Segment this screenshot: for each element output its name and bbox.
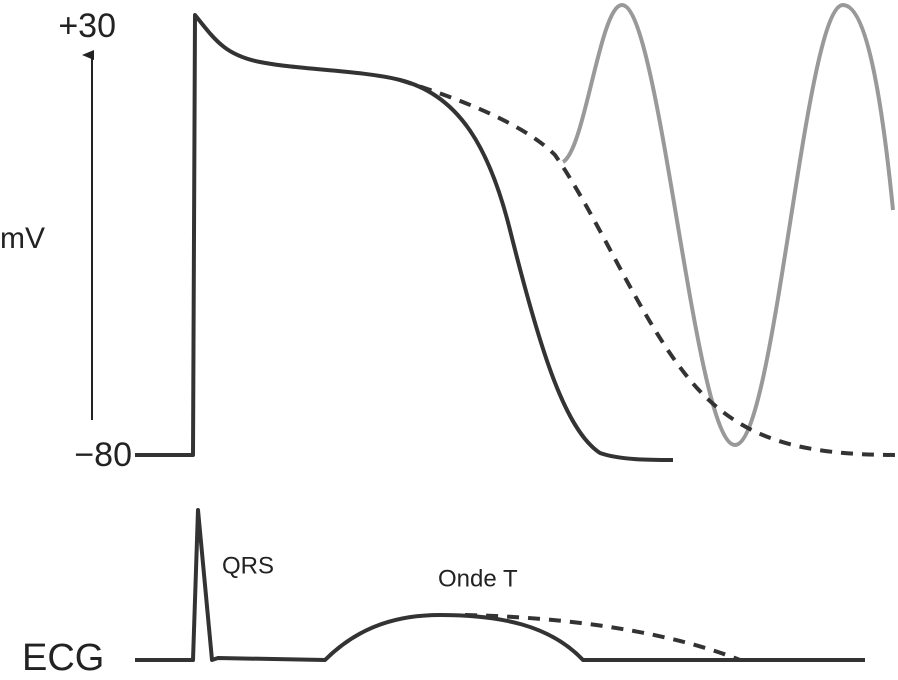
oscillation-curve xyxy=(561,3,895,447)
t-wave-label: Onde T xyxy=(438,565,518,592)
ecg-trace xyxy=(135,508,865,662)
ecg-label: ECG xyxy=(22,637,104,679)
prolonged-potential xyxy=(399,78,898,457)
unit-label: mV xyxy=(0,222,45,255)
prolonged-t-wave xyxy=(464,613,741,662)
bottom-voltage-label: −80 xyxy=(74,436,132,474)
top-voltage-label: +30 xyxy=(58,7,116,45)
action-potential xyxy=(135,13,674,462)
qrs-label: QRS xyxy=(222,552,274,579)
